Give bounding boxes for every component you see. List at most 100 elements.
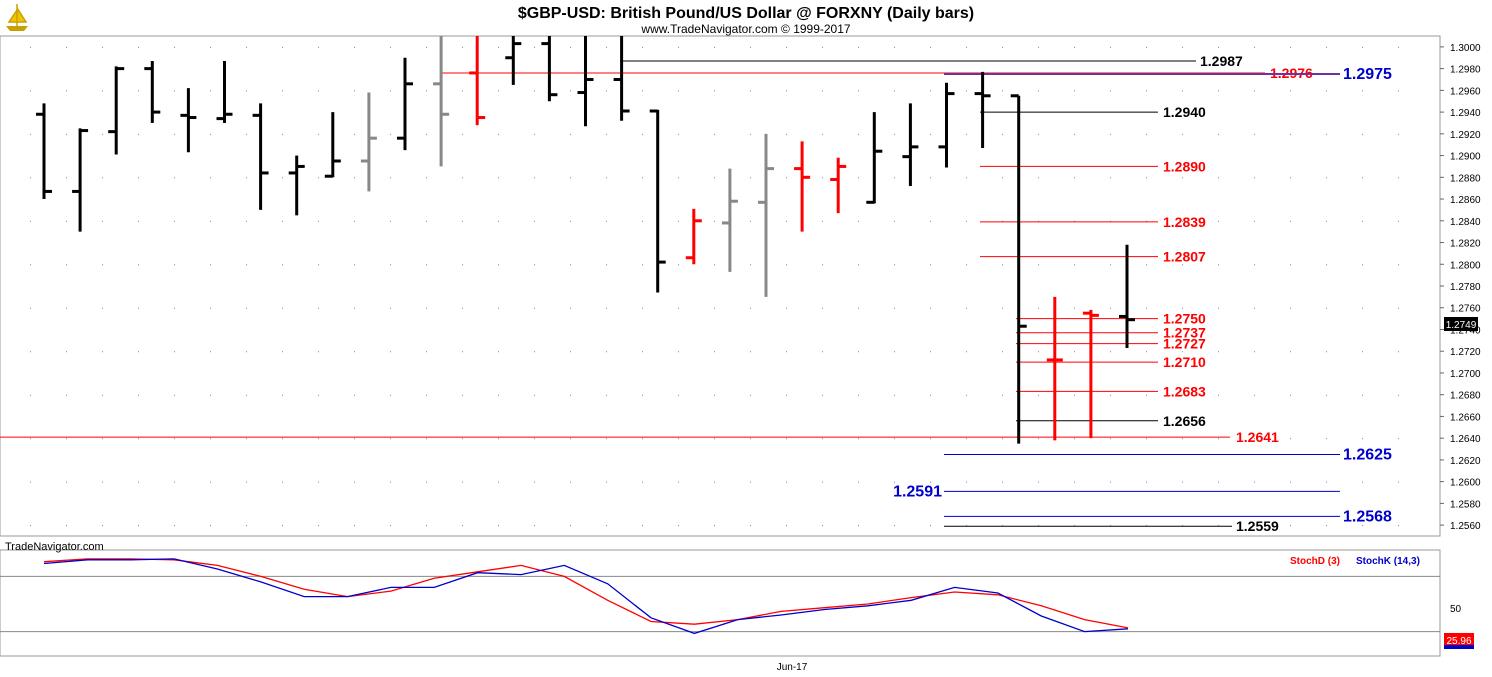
grid-dot xyxy=(1290,177,1291,179)
grid-dot xyxy=(678,525,679,527)
grid-dot xyxy=(750,264,751,266)
grid-dot xyxy=(1218,307,1219,309)
grid-dot xyxy=(822,264,823,266)
grid-dot xyxy=(966,438,967,440)
grid-dot xyxy=(462,394,463,396)
grid-dot xyxy=(354,525,355,527)
grid-dot xyxy=(66,351,67,353)
grid-dot xyxy=(426,394,427,396)
grid-dot xyxy=(498,220,499,222)
grid-dot xyxy=(606,307,607,309)
grid-dot xyxy=(1326,394,1327,396)
grid-dot xyxy=(1254,220,1255,222)
grid-dot xyxy=(1182,394,1183,396)
grid-dot xyxy=(714,481,715,483)
stochd-legend: StochD (3) xyxy=(1290,556,1340,567)
grid-dot xyxy=(282,264,283,266)
grid-dot xyxy=(894,220,895,222)
grid-dot xyxy=(138,133,139,135)
grid-dot xyxy=(462,177,463,179)
grid-dot xyxy=(534,394,535,396)
grid-dot xyxy=(1182,307,1183,309)
grid-dot xyxy=(174,481,175,483)
grid-dot xyxy=(66,46,67,48)
grid-dot xyxy=(354,351,355,353)
grid-dot xyxy=(822,438,823,440)
grid-dot xyxy=(1110,438,1111,440)
grid-dot xyxy=(66,90,67,92)
grid-dot xyxy=(678,264,679,266)
stoch-last-badge: 25.96 xyxy=(1444,633,1474,649)
grid-dot xyxy=(570,481,571,483)
grid-dot xyxy=(894,394,895,396)
y-tick-1: 1.2980 xyxy=(1450,65,1481,76)
grid-dot xyxy=(498,394,499,396)
grid-dot xyxy=(102,481,103,483)
grid-dot xyxy=(786,177,787,179)
grid-dot xyxy=(642,351,643,353)
grid-dot xyxy=(894,177,895,179)
grid-dot xyxy=(426,220,427,222)
grid-dot xyxy=(210,220,211,222)
level-label-5: 1.2839 xyxy=(1163,214,1206,230)
grid-dot xyxy=(246,46,247,48)
grid-dot xyxy=(30,90,31,92)
grid-dot xyxy=(534,46,535,48)
level-label-8: 1.2737 xyxy=(1163,325,1206,341)
grid-dot xyxy=(534,220,535,222)
grid-dot xyxy=(30,264,31,266)
grid-dot xyxy=(1398,438,1399,440)
grid-dot xyxy=(1110,90,1111,92)
grid-dot xyxy=(1290,438,1291,440)
grid-dot xyxy=(1110,351,1111,353)
grid-dot xyxy=(930,307,931,309)
ship-logo-icon xyxy=(4,2,30,32)
grid-dot xyxy=(714,46,715,48)
grid-dot xyxy=(426,46,427,48)
grid-dot xyxy=(1002,438,1003,440)
grid-dot xyxy=(1398,133,1399,135)
grid-dot xyxy=(1146,46,1147,48)
grid-dot xyxy=(1182,133,1183,135)
grid-dot xyxy=(894,90,895,92)
grid-dot xyxy=(210,438,211,440)
grid-dot xyxy=(498,90,499,92)
grid-dot xyxy=(354,481,355,483)
grid-dot xyxy=(282,525,283,527)
grid-dot xyxy=(1398,481,1399,483)
grid-dot xyxy=(1326,264,1327,266)
grid-dot xyxy=(786,351,787,353)
grid-dot xyxy=(282,481,283,483)
y-tick-labels: 1.3000 1.2980 1.2960 1.2940 1.2920 1.2900 1.28… xyxy=(1440,43,1481,532)
y-tick-5: 1.2900 xyxy=(1450,152,1481,163)
grid-dot xyxy=(930,525,931,527)
grid-dot xyxy=(1326,525,1327,527)
grid-dot xyxy=(390,438,391,440)
grid-dot xyxy=(426,133,427,135)
grid-dot xyxy=(282,46,283,48)
grid-dot xyxy=(1074,394,1075,396)
grid-dot xyxy=(750,307,751,309)
grid-dot xyxy=(30,133,31,135)
grid-dot xyxy=(966,351,967,353)
grid-dot xyxy=(246,90,247,92)
grid-dot xyxy=(1038,177,1039,179)
grid-dot xyxy=(498,525,499,527)
grid-dot xyxy=(534,351,535,353)
grid-dot xyxy=(1290,264,1291,266)
grid-dot xyxy=(390,481,391,483)
grid-dot xyxy=(894,264,895,266)
grid-dot xyxy=(282,90,283,92)
grid-dot xyxy=(318,177,319,179)
grid-dot xyxy=(534,90,535,92)
grid-dot xyxy=(1002,351,1003,353)
grid-dot xyxy=(642,46,643,48)
grid-dot xyxy=(786,438,787,440)
y-tick-19: 1.2620 xyxy=(1450,456,1481,467)
grid-dot xyxy=(1218,220,1219,222)
grid-dot xyxy=(894,351,895,353)
y-tick-2: 1.2960 xyxy=(1450,86,1481,97)
grid-dot xyxy=(102,133,103,135)
grid-dot xyxy=(786,307,787,309)
grid-dot xyxy=(1038,394,1039,396)
